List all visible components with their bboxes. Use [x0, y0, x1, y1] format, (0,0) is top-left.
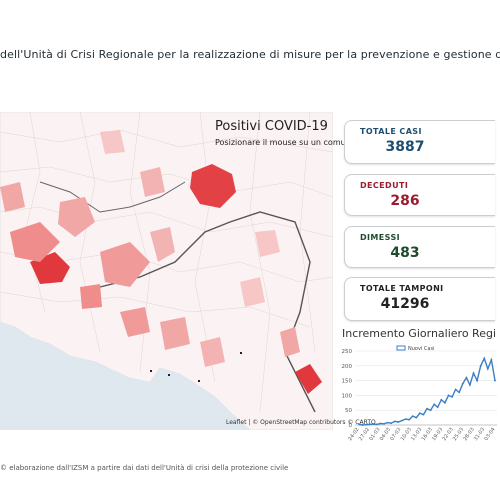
data-point	[433, 403, 436, 406]
data-point	[393, 420, 396, 423]
data-point	[454, 388, 457, 391]
data-point	[476, 379, 478, 382]
data-point	[451, 396, 453, 398]
stat-card-totale-tamponi: TOTALE TAMPONI 41296	[344, 277, 495, 321]
data-point	[490, 359, 493, 361]
data-point	[386, 421, 389, 424]
map-subtitle: Posizionare il mouse su un comune	[215, 138, 356, 147]
stat-label: TOTALE CASI	[360, 127, 422, 136]
data-point	[426, 407, 428, 410]
data-point	[465, 376, 468, 379]
stat-card-dimessi: DIMESSI 483	[344, 226, 495, 268]
footnote: © elaborazione dall'IZSM a partire dai d…	[0, 464, 289, 472]
header-text: dell'Unità di Crisi Regionale per la rea…	[0, 48, 500, 61]
data-point	[479, 364, 482, 367]
data-point	[401, 419, 403, 422]
data-point	[494, 379, 496, 382]
covid-map[interactable]	[0, 112, 333, 430]
data-point	[404, 418, 407, 420]
stat-card-totale-casi: TOTALE CASI 3887	[344, 120, 495, 164]
daily-increment-chart[interactable]: 0 50 100 150 200 250 Nuovi Casi 24-02 27-02 01-03…	[335, 343, 500, 453]
data-point	[372, 423, 375, 425]
data-point	[411, 415, 414, 417]
y-tick-label: 200	[342, 364, 353, 370]
data-point	[358, 423, 360, 426]
small-markers	[150, 352, 242, 382]
data-point	[379, 422, 382, 425]
legend-label: Nuovi Casi	[408, 346, 434, 352]
y-tick-label: 150	[342, 379, 353, 385]
stat-card-deceduti: DECEDUTI 286	[344, 174, 495, 216]
map-title: Positivi COVID-19	[215, 119, 328, 134]
data-point	[365, 423, 368, 426]
x-tick-label: 03-04	[483, 427, 496, 442]
y-tick-label: 100	[342, 393, 353, 399]
y-tick-label: 50	[345, 408, 352, 414]
data-point	[383, 422, 385, 425]
data-point	[390, 422, 393, 425]
map-credit[interactable]: Leaflet | © OpenStreetMap contributors ©…	[226, 419, 376, 426]
data-point	[429, 409, 432, 412]
data-point	[458, 391, 461, 394]
province-border	[39, 181, 186, 213]
data-point	[440, 398, 443, 401]
sea	[0, 322, 250, 430]
data-point	[486, 367, 489, 370]
stat-value: 286	[390, 193, 420, 209]
data-point	[469, 384, 471, 386]
case-areas[interactable]	[0, 130, 322, 394]
data-point	[368, 423, 371, 426]
data-point	[397, 421, 400, 423]
y-tick-label: 250	[342, 349, 353, 355]
data-point	[483, 357, 486, 360]
stat-value: 483	[390, 245, 420, 261]
stat-label: DECEDUTI	[360, 181, 409, 190]
region-border	[99, 211, 316, 413]
data-point	[418, 412, 421, 415]
data-point	[422, 413, 425, 416]
stat-value: 3887	[385, 139, 425, 155]
data-point	[415, 416, 418, 419]
stat-label: DIMESSI	[360, 233, 400, 242]
data-point	[444, 401, 446, 404]
chart-title: Incremento Giornaliero Regi	[342, 327, 496, 340]
stat-label: TOTALE TAMPONI	[360, 284, 444, 293]
data-point	[408, 418, 410, 421]
y-tick-label: 0	[349, 423, 353, 429]
stat-value: 41296	[380, 296, 430, 312]
data-point	[472, 372, 475, 375]
data-point	[461, 382, 464, 385]
series-line-nuovi-casi	[358, 356, 496, 426]
legend-swatch	[396, 345, 406, 351]
data-point	[436, 406, 439, 409]
data-point	[447, 394, 450, 397]
data-point	[361, 424, 364, 426]
map-canvas[interactable]	[0, 112, 333, 430]
data-point	[376, 423, 378, 426]
